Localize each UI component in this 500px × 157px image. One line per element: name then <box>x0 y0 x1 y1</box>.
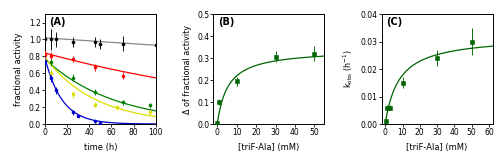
X-axis label: [triF-Ala] (mM): [triF-Ala] (mM) <box>406 143 468 152</box>
Y-axis label: k$_\mathrm{obs}$ (h$^{-1}$): k$_\mathrm{obs}$ (h$^{-1}$) <box>341 50 355 88</box>
Text: (A): (A) <box>50 17 66 27</box>
Text: (B): (B) <box>218 17 234 27</box>
Y-axis label: fractional activity: fractional activity <box>14 32 23 106</box>
X-axis label: [triF-Ala] (mM): [triF-Ala] (mM) <box>238 143 300 152</box>
X-axis label: time (h): time (h) <box>84 143 117 152</box>
Text: (C): (C) <box>386 17 402 27</box>
Y-axis label: Δ of fractional activity: Δ of fractional activity <box>182 25 192 114</box>
